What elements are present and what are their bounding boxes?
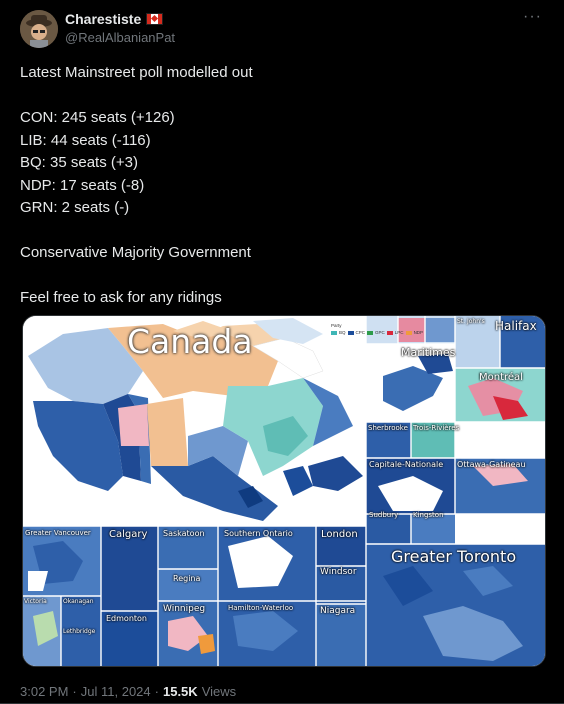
avatar[interactable] xyxy=(20,10,58,48)
tweet-date[interactable]: Jul 11, 2024 xyxy=(80,684,151,699)
map-title: Canada xyxy=(127,322,253,361)
legend-label: CPC xyxy=(355,330,366,335)
label-windsor: Windsor xyxy=(320,567,357,577)
tweet-line: LIB: 44 seats (-116) xyxy=(20,131,151,149)
label-sherbrooke: Sherbrooke xyxy=(368,424,408,432)
label-saskatoon: Saskatoon xyxy=(163,529,205,538)
tweet-line: CON: 245 seats (+126) xyxy=(20,109,175,126)
label-victoria: Victoria xyxy=(24,598,47,605)
label-ottawa-gatineau: Ottawa-Gatineau xyxy=(457,460,526,469)
views-label: Views xyxy=(201,684,237,699)
display-name-text: Charestiste xyxy=(65,11,142,27)
tweet-meta: 3:02 PM · Jul 11, 2024 · 15.5K Views xyxy=(20,684,236,699)
blank-line xyxy=(20,265,540,288)
label-winnipeg: Winnipeg xyxy=(163,604,206,614)
label-okanagan: Okanagan xyxy=(63,598,94,605)
views-count[interactable]: 15.5K xyxy=(162,684,198,699)
label-southern-ontario: Southern Ontario xyxy=(224,529,293,538)
label-kingston: Kingston xyxy=(413,511,444,519)
more-options-icon[interactable]: ··· xyxy=(523,8,542,25)
tweet-line: Conservative Majority Government xyxy=(20,244,251,261)
meta-separator: · xyxy=(72,684,77,699)
legend-item: NDP xyxy=(405,329,424,336)
label-edmonton: Edmonton xyxy=(106,614,147,623)
legend-item: LPC xyxy=(386,329,404,336)
tweet-line: BQ: 35 seats (+3) xyxy=(20,154,138,171)
legend-swatch xyxy=(347,330,354,335)
legend-item: CPC xyxy=(347,329,366,336)
legend-label: NDP xyxy=(413,330,424,335)
label-montreal: Montréal xyxy=(479,372,523,383)
tweet-line: GRN: 2 seats (-) xyxy=(20,199,130,216)
legend-swatch xyxy=(386,330,393,335)
tweet-line: Feel free to ask for any ridings xyxy=(20,289,222,306)
legend-swatch xyxy=(331,330,337,335)
label-greater-toronto: Greater Toronto xyxy=(391,547,517,566)
tweet-text: Latest Mainstreet poll modelled out CON:… xyxy=(20,62,540,310)
tweet-line: NDP: 17 seats (-8) xyxy=(20,176,145,194)
tweet-image[interactable]: Canada Party BQ CPC GPC LPC NDP Maritimes Ha… xyxy=(22,315,546,667)
label-halifax: Halifax xyxy=(495,319,537,333)
label-london: London xyxy=(321,529,358,540)
user-handle[interactable]: @RealAlbanianPat xyxy=(65,30,176,45)
legend-label: BQ xyxy=(339,330,346,335)
label-st-johns: St. John's xyxy=(457,318,485,325)
tweet-time[interactable]: 3:02 PM xyxy=(20,684,69,699)
tweet-line: Latest Mainstreet poll modelled out xyxy=(20,64,253,81)
label-maritimes: Maritimes xyxy=(401,346,456,359)
riding-map xyxy=(23,316,545,666)
label-niagara: Niagara xyxy=(320,606,356,616)
legend-label: GPC xyxy=(375,330,385,335)
legend-title: Party xyxy=(331,323,342,328)
legend-swatch xyxy=(367,330,374,335)
label-lethbridge: Lethbridge xyxy=(63,628,96,635)
legend-item: GPC xyxy=(367,329,385,336)
label-hamilton-waterloo: Hamilton-Waterloo xyxy=(228,604,294,612)
map-legend: Party BQ CPC GPC LPC NDP xyxy=(331,322,423,368)
label-regina: Regina xyxy=(173,574,201,583)
label-sudbury: Sudbury xyxy=(369,511,399,519)
label-capitale-nationale: Capitale-Nationale xyxy=(369,460,444,469)
label-greater-vancouver: Greater Vancouver xyxy=(25,529,91,537)
blank-line xyxy=(20,85,540,108)
label-trois-rivieres: Trois-Rivières xyxy=(413,424,460,432)
blank-line xyxy=(20,220,540,243)
legend-item: BQ xyxy=(331,329,346,336)
canada-flag-icon xyxy=(146,13,164,25)
label-calgary: Calgary xyxy=(109,529,148,540)
meta-separator: · xyxy=(154,684,159,699)
display-name[interactable]: Charestiste xyxy=(65,11,164,27)
legend-label: LPC xyxy=(394,330,404,335)
legend-swatch xyxy=(405,330,412,335)
